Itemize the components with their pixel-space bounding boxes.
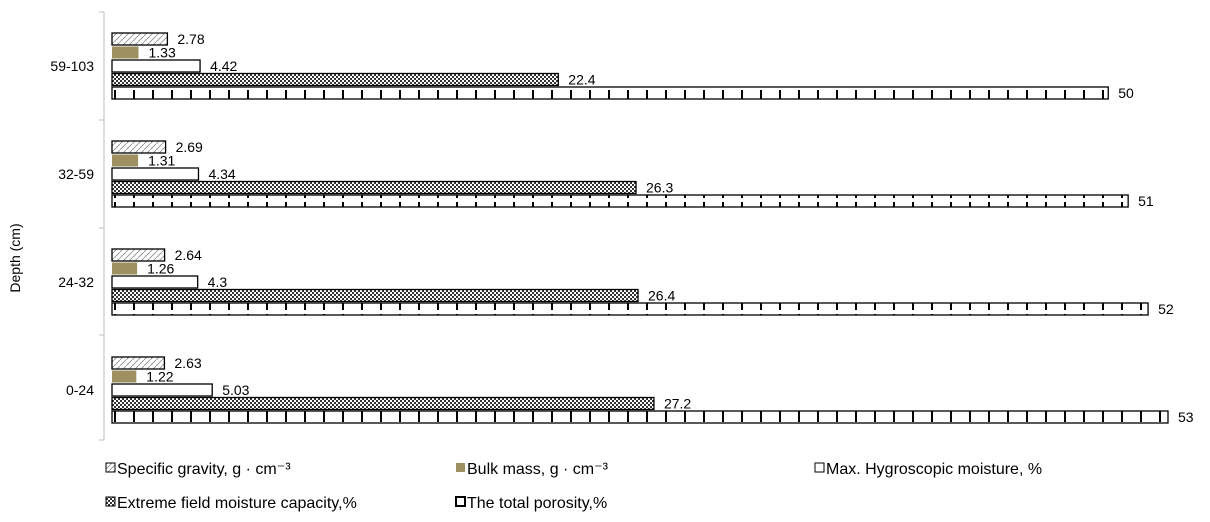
data-label: 4.42 bbox=[210, 58, 237, 74]
data-label: 2.78 bbox=[177, 31, 204, 47]
bar bbox=[111, 86, 1109, 100]
data-label: 2.64 bbox=[175, 247, 202, 263]
bar bbox=[111, 383, 213, 397]
data-label: 2.63 bbox=[174, 355, 201, 371]
legend-swatch bbox=[105, 496, 116, 507]
y-tick-label: 59-103 bbox=[50, 58, 94, 74]
data-label: 27.2 bbox=[664, 396, 691, 412]
data-label: 22.4 bbox=[568, 72, 595, 88]
data-label: 50 bbox=[1118, 85, 1134, 101]
legend-label: Specific gravity, g · cm⁻³ bbox=[117, 461, 291, 478]
data-label: 52 bbox=[1158, 301, 1174, 317]
bar bbox=[111, 140, 167, 154]
data-label: 2.69 bbox=[176, 139, 203, 155]
y-tick-label: 24-32 bbox=[58, 274, 94, 290]
bar bbox=[111, 396, 655, 411]
bar bbox=[111, 356, 166, 370]
data-label: 26.4 bbox=[648, 288, 675, 304]
y-tick-label: 0-24 bbox=[66, 382, 94, 398]
bar bbox=[111, 275, 199, 289]
data-label: 4.34 bbox=[208, 166, 235, 182]
data-label: 1.26 bbox=[147, 261, 174, 277]
bar bbox=[111, 302, 1149, 316]
y-axis-title: Depth (cm) bbox=[7, 223, 23, 292]
bar bbox=[111, 32, 169, 46]
bar bbox=[111, 180, 637, 195]
legend-swatch bbox=[455, 496, 466, 507]
data-label: 1.33 bbox=[148, 45, 175, 61]
data-label: 26.3 bbox=[646, 180, 673, 196]
bar bbox=[112, 262, 138, 275]
bar bbox=[111, 194, 1129, 208]
legend-label: Extreme field moisture capacity,% bbox=[117, 495, 357, 512]
bar bbox=[111, 410, 1169, 424]
bar bbox=[112, 370, 137, 383]
bar bbox=[112, 154, 139, 167]
bar bbox=[111, 288, 639, 303]
data-label: 1.31 bbox=[148, 153, 175, 169]
y-tick-label: 32-59 bbox=[58, 166, 94, 182]
data-label: 5.03 bbox=[222, 382, 249, 398]
legend-label: The total porosity,% bbox=[467, 495, 607, 512]
legend-label: Max. Hygroscopic moisture, % bbox=[826, 461, 1042, 478]
legend-swatch bbox=[105, 462, 116, 473]
bar bbox=[112, 46, 139, 59]
data-label: 1.22 bbox=[146, 369, 173, 385]
data-label: 53 bbox=[1178, 409, 1194, 425]
bar bbox=[111, 248, 166, 262]
bar bbox=[111, 59, 201, 73]
data-label: 4.3 bbox=[208, 274, 228, 290]
bar bbox=[111, 72, 559, 87]
data-label: 51 bbox=[1138, 193, 1154, 209]
bar bbox=[111, 167, 200, 181]
legend-swatch bbox=[456, 463, 465, 472]
legend-label: Bulk mass, g · cm⁻³ bbox=[467, 461, 609, 478]
legend-swatch bbox=[814, 462, 825, 473]
